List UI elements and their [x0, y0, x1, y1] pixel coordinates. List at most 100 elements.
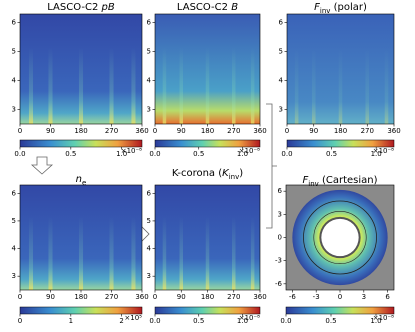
y-tick-label: 5: [147, 217, 151, 225]
panel: Finv (polar) 0 90 180 270 360 3 4 5 6 0.0 0.5 1.0×10…: [279, 2, 401, 158]
x-tick-label: 6: [385, 293, 390, 301]
x-tick-label: 0: [18, 293, 22, 301]
streamer: [205, 47, 210, 124]
colorbar-tick-label: 0.5: [193, 150, 204, 158]
occulter: [321, 218, 359, 257]
x-tick-label: 270: [361, 127, 374, 135]
heatmap-image: [20, 14, 142, 124]
title-part: inv: [229, 173, 240, 181]
x-tick-label: 0: [153, 293, 157, 301]
x-tick-label: 0: [153, 127, 157, 135]
title-part: ): [239, 168, 243, 179]
colorbar-tick-label: 0: [18, 317, 22, 325]
y-tick-label: 3: [12, 272, 16, 280]
panel-title: Finv (polar): [314, 2, 367, 15]
x-tick-label: 180: [74, 293, 87, 301]
streamer: [179, 216, 183, 290]
streamer: [109, 216, 114, 290]
y-tick-label: 3: [147, 106, 151, 114]
panel: K-corona (Kinv) 0 90 180 270 360 3 4 5 6 0.0 0.5 1.0…: [147, 168, 267, 325]
title-part: F: [302, 175, 308, 186]
x-tick-label: 90: [177, 293, 186, 301]
x-tick-label: -6: [289, 293, 297, 301]
streamer: [250, 47, 255, 124]
streamer: [311, 47, 316, 124]
streamer: [205, 216, 210, 290]
y-tick-label: -6: [275, 280, 283, 288]
x-tick-label: 270: [227, 127, 240, 135]
x-tick-label: 360: [253, 293, 266, 301]
y-tick-label: 6: [12, 189, 17, 197]
title-part: LASCO-C2: [177, 2, 231, 13]
x-tick-label: 90: [309, 127, 318, 135]
colorbar-tick-label: 0.5: [65, 150, 76, 158]
y-tick-label: 4: [12, 245, 17, 253]
streamer: [338, 47, 343, 124]
streamer: [48, 216, 53, 290]
panel: LASCO-C2 pB 0 90 180 270 360 3 4 5 6 0.0 0.5 1.0×10⁻…: [12, 2, 149, 158]
panel-title: K-corona (Kinv): [172, 168, 243, 181]
colorbar-tick-label: 0.5: [193, 317, 204, 325]
colorbar-exponent: ×10⁻⁸: [121, 147, 142, 155]
title-part: (polar): [330, 2, 367, 13]
y-tick-label: -3: [275, 257, 282, 265]
contour: [313, 210, 367, 265]
colorbar: [285, 306, 395, 315]
streamer: [78, 216, 84, 290]
streamer: [48, 47, 53, 124]
panel: LASCO-C2 B 0 90 180 270 360 3 4 5 6 0.0 0.5 1.0×10⁻⁸: [147, 2, 267, 158]
x-tick-label: 270: [227, 293, 240, 301]
x-tick-label: 90: [46, 127, 55, 135]
streamer: [131, 216, 136, 290]
x-tick-label: 3: [362, 293, 366, 301]
y-tick-label: 6: [147, 19, 152, 27]
colorbar-exponent: ×10⁵: [124, 314, 142, 322]
colorbar-tick-label: 1.0: [237, 150, 248, 158]
title-part: K-corona (: [172, 168, 222, 179]
heatmap-image: [286, 185, 394, 290]
streamer: [131, 47, 136, 124]
panel-title: LASCO-C2 pB: [47, 2, 115, 13]
colorbar-tick-label: 2: [119, 317, 123, 325]
y-tick-label: 5: [12, 217, 16, 225]
y-tick-label: 3: [147, 272, 151, 280]
heatmap-image: [155, 14, 260, 124]
x-tick-label: -3: [313, 293, 320, 301]
y-tick-label: 3: [278, 210, 282, 218]
colorbar-tick-label: 0.0: [149, 317, 160, 325]
y-tick-label: 3: [12, 106, 16, 114]
x-tick-label: 180: [334, 127, 347, 135]
y-tick-label: 6: [278, 187, 283, 195]
x-tick-label: 360: [387, 127, 400, 135]
colorbar-exponent: ×10⁻⁸: [373, 314, 394, 322]
title-part: F: [314, 2, 320, 13]
panel: ne 0 90 180 270 360 3 4 5 6 0 1 2 ×10⁵: [12, 174, 149, 325]
heatmap-image: [155, 185, 260, 290]
y-tick-label: 4: [279, 77, 284, 85]
x-tick-label: 90: [46, 293, 55, 301]
streamer: [162, 47, 167, 124]
title-part: pB: [101, 2, 115, 13]
heatmap-image: [20, 185, 142, 290]
streamer: [179, 47, 183, 124]
x-tick-label: 270: [105, 127, 118, 135]
x-tick-label: 180: [74, 127, 87, 135]
title-part: inv: [320, 7, 331, 15]
x-tick-label: 180: [201, 127, 214, 135]
y-tick-label: 5: [279, 48, 283, 56]
x-tick-label: 360: [135, 293, 148, 301]
streamer: [294, 47, 299, 124]
y-tick-label: 3: [279, 106, 283, 114]
y-tick-label: 4: [12, 77, 17, 85]
colorbar-tick-label: 1.0: [237, 317, 248, 325]
title-part: LASCO-C2: [47, 2, 101, 13]
title-part: n: [76, 174, 82, 185]
colorbar: [19, 139, 143, 148]
colorbar-tick-label: 0.0: [281, 150, 292, 158]
x-tick-label: 0: [18, 127, 22, 135]
colorbar-tick-label: 0.0: [149, 150, 160, 158]
title-part: (Cartesian): [319, 175, 378, 186]
colorbar: [286, 139, 395, 148]
x-tick-label: 180: [201, 293, 214, 301]
x-tick-label: 90: [177, 127, 186, 135]
